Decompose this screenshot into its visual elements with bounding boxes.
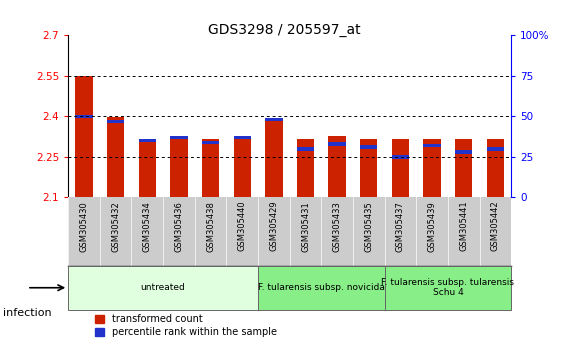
Bar [423, 144, 441, 147]
Legend: transformed count, percentile rank within the sample: transformed count, percentile rank withi… [95, 314, 277, 337]
Bar [360, 138, 378, 198]
Bar [455, 150, 473, 154]
Bar [139, 138, 156, 198]
Bar [258, 266, 385, 309]
Bar [107, 120, 124, 123]
Text: GSM305441: GSM305441 [460, 201, 468, 251]
Text: GDS3298 / 205597_at: GDS3298 / 205597_at [208, 23, 360, 37]
Text: untreated: untreated [141, 283, 186, 292]
Bar [265, 118, 282, 121]
Text: GSM305439: GSM305439 [428, 201, 437, 252]
Bar [392, 155, 409, 159]
Text: GSM305432: GSM305432 [111, 201, 120, 252]
Bar [170, 137, 187, 198]
Text: GSM305431: GSM305431 [301, 201, 310, 252]
Bar [328, 142, 346, 146]
Bar [455, 138, 473, 198]
Bar [76, 115, 93, 118]
Text: GSM305440: GSM305440 [238, 201, 247, 251]
Bar [385, 266, 511, 309]
Text: F. tularensis subsp. novicida: F. tularensis subsp. novicida [258, 283, 385, 292]
Bar [107, 117, 124, 198]
Bar [487, 147, 504, 150]
Text: GSM305442: GSM305442 [491, 201, 500, 251]
Text: F. tularensis subsp. tularensis
Schu 4: F. tularensis subsp. tularensis Schu 4 [381, 278, 515, 297]
Bar [202, 138, 219, 198]
Bar [170, 136, 187, 139]
Bar [423, 138, 441, 198]
Bar [76, 76, 93, 198]
Bar [202, 141, 219, 144]
Text: GSM305429: GSM305429 [269, 201, 278, 251]
Bar [297, 138, 314, 198]
Bar [233, 136, 251, 198]
Text: GSM305430: GSM305430 [80, 201, 89, 252]
Text: GSM305438: GSM305438 [206, 201, 215, 252]
Bar [297, 147, 314, 150]
Text: GSM305433: GSM305433 [333, 201, 341, 252]
Bar [360, 145, 378, 149]
Text: infection: infection [3, 308, 52, 318]
Text: GSM305434: GSM305434 [143, 201, 152, 252]
Text: GSM305436: GSM305436 [174, 201, 183, 252]
Bar [265, 120, 282, 198]
Text: GSM305437: GSM305437 [396, 201, 405, 252]
Bar [139, 139, 156, 142]
Bar [233, 136, 251, 139]
Bar [487, 138, 504, 198]
Text: GSM305435: GSM305435 [364, 201, 373, 252]
Bar [68, 266, 258, 309]
Bar [328, 136, 346, 198]
Bar [392, 138, 409, 198]
